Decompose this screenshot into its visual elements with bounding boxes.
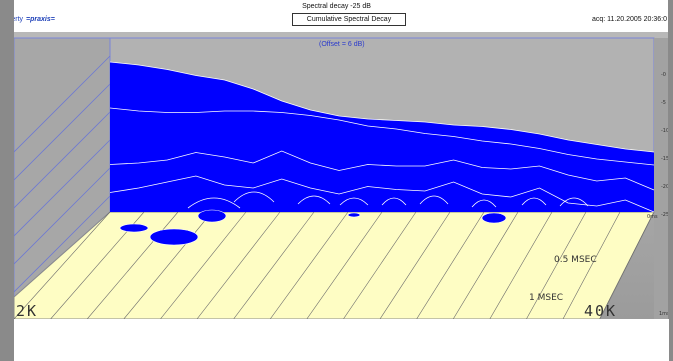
ripple-line bbox=[471, 199, 497, 208]
right-axis-tick: -20 bbox=[661, 184, 669, 190]
floor-grid-line bbox=[526, 211, 587, 319]
floor-grid-line bbox=[306, 211, 383, 319]
wall-grid-line bbox=[14, 139, 111, 237]
right-axis-tick: -0 bbox=[661, 72, 666, 78]
floor-grid-line bbox=[489, 211, 553, 319]
decay-surface bbox=[109, 61, 655, 213]
floor-grid-line bbox=[416, 211, 485, 319]
ripple-line bbox=[521, 197, 547, 206]
floor-blob bbox=[347, 212, 361, 218]
floor-blob bbox=[119, 223, 149, 233]
floor-grid-line bbox=[196, 211, 281, 319]
decay-slice-line bbox=[109, 175, 655, 213]
floor-grid-line bbox=[562, 211, 621, 319]
frame-left-border bbox=[0, 0, 14, 361]
time-axis-short: 0ms bbox=[647, 214, 658, 220]
floor-blobs bbox=[119, 209, 507, 246]
chart-subtitle-button[interactable]: Cumulative Spectral Decay bbox=[292, 13, 406, 26]
plot-labels: (Offset = 6 dB) 2K 40K 0.5 MSEC 1 MSEC 0… bbox=[16, 41, 669, 319]
bottom-blank-area bbox=[14, 319, 669, 361]
right-axis-tick: -10 bbox=[661, 128, 669, 134]
surface-fill bbox=[110, 62, 654, 212]
acquisition-timestamp: acq: 11.20.2005 20:36:0 bbox=[592, 16, 667, 23]
right-axis-ticks: -0 -5 -10 -15 -20 -25 bbox=[661, 72, 669, 218]
floor-grid-line bbox=[160, 211, 247, 319]
floor-grid-line bbox=[379, 211, 451, 319]
decay-slice-line bbox=[109, 107, 655, 166]
ripple-line bbox=[297, 195, 331, 205]
floor-grid-line bbox=[14, 211, 111, 319]
chart-title: Spectral decay -25 dB bbox=[302, 3, 371, 10]
decay-slice-line bbox=[109, 61, 655, 153]
header-bar: Liberty=praxis= Spectral decay -25 dB Cu… bbox=[0, 0, 673, 32]
floor-grid-line bbox=[233, 211, 315, 319]
wall-grid-line bbox=[14, 55, 111, 153]
floor-grid-line bbox=[599, 211, 655, 319]
floor-blob bbox=[481, 212, 507, 224]
ripple-line bbox=[187, 197, 241, 209]
floor-grid-line bbox=[452, 211, 519, 319]
ripple-line bbox=[339, 197, 369, 206]
frame-right-border bbox=[668, 0, 673, 361]
floor-blob bbox=[149, 228, 199, 246]
x-start-label: 2K bbox=[16, 302, 38, 319]
right-axis-tick: -5 bbox=[661, 100, 666, 106]
x-end-label: 40K bbox=[584, 302, 617, 319]
right-axis-tick: -25 bbox=[661, 212, 669, 218]
brand-suffix: =praxis= bbox=[26, 16, 55, 23]
ripple-line bbox=[233, 191, 275, 203]
floor-grid-line bbox=[343, 211, 417, 319]
right-axis-tick: -15 bbox=[661, 156, 669, 162]
wall-grid-line bbox=[14, 195, 111, 293]
ripple-line bbox=[559, 197, 589, 207]
offset-label: (Offset = 6 dB) bbox=[319, 41, 365, 48]
floor-grid-line bbox=[123, 211, 213, 319]
wall-grid-line bbox=[14, 111, 111, 209]
wall-grid-line bbox=[14, 83, 111, 181]
time-label-one: 1 MSEC bbox=[529, 293, 563, 303]
waterfall-plot: (Offset = 6 dB) 2K 40K 0.5 MSEC 1 MSEC 0… bbox=[14, 32, 669, 319]
wall-grid-line bbox=[14, 167, 111, 265]
ripple-line bbox=[381, 197, 407, 206]
ripple-line bbox=[419, 195, 449, 205]
decay-slice-line bbox=[109, 150, 655, 191]
floor-grid-line bbox=[269, 211, 349, 319]
floor-blob bbox=[197, 209, 227, 223]
wall-grid bbox=[14, 55, 111, 293]
time-label-half: 0.5 MSEC bbox=[554, 255, 597, 265]
time-axis-short2: 1ms bbox=[659, 311, 669, 317]
